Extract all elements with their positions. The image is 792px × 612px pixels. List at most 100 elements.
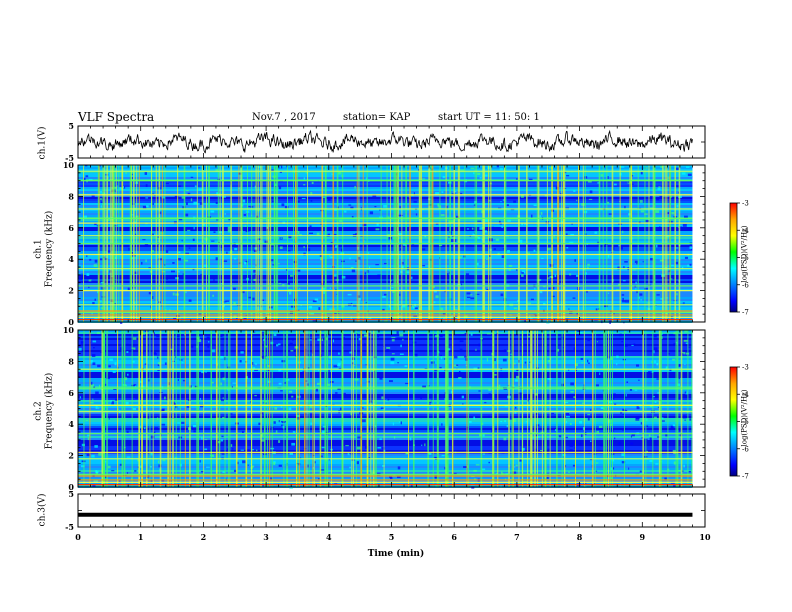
spectrogram-texel <box>383 344 385 347</box>
spectrogram-texel <box>399 333 404 337</box>
spectrogram-texel <box>257 238 262 240</box>
spectrogram-texel <box>186 190 189 192</box>
spectrogram-texel <box>595 462 599 464</box>
spectrogram-texel <box>222 377 226 381</box>
spectrogram-texel <box>685 342 688 345</box>
spectrogram-texel <box>397 214 402 217</box>
spectrogram-texel <box>338 352 340 355</box>
spectrogram-texel <box>204 439 208 441</box>
spectrogram-texel <box>513 362 516 365</box>
spectrogram-texel <box>279 246 283 250</box>
spectrogram-texel <box>441 423 443 426</box>
spectrogram-texel <box>635 263 638 265</box>
spectrogram-texel <box>549 166 553 169</box>
spectrogram-texel <box>253 249 257 253</box>
spectrogram-texel <box>348 204 352 206</box>
spectrogram-texel <box>388 304 391 308</box>
spectrogram-texel <box>120 321 123 324</box>
spectrogram-texel <box>253 288 255 291</box>
spectrogram-texel <box>245 260 249 263</box>
spectrogram-texel <box>261 299 265 301</box>
spectrogram-texel <box>252 297 255 301</box>
spectrogram-texel <box>217 178 221 182</box>
spectrogram-texel <box>413 201 417 203</box>
spectrogram-texel <box>248 228 250 232</box>
spectrogram-texel <box>154 427 158 430</box>
spectrogram-texel <box>638 296 640 299</box>
spectrogram-texel <box>534 393 538 396</box>
spectrogram-row <box>78 261 693 263</box>
y-tick-label: 10 <box>63 160 75 170</box>
spectrogram-texel <box>607 176 609 180</box>
spectrogram-texel <box>169 348 174 351</box>
spectrogram-texel <box>525 420 527 423</box>
spectrogram-row <box>78 394 693 396</box>
spectrogram-texel <box>97 364 101 368</box>
spectrogram-texel <box>678 226 683 228</box>
spectrogram-texel <box>468 386 471 389</box>
spectrogram-texel <box>237 461 239 465</box>
spectrogram-row <box>78 175 693 177</box>
spectrogram-texel <box>355 233 357 236</box>
spectrogram-row <box>78 265 693 267</box>
x-tick-label: 0 <box>75 532 81 542</box>
spectrogram-texel <box>375 228 380 231</box>
spectrogram-texel <box>682 223 687 227</box>
spectrogram-texel <box>481 422 484 425</box>
spectrogram-row <box>78 388 693 390</box>
spectrogram-texel <box>223 260 228 262</box>
spectrogram-texel <box>157 362 161 365</box>
spectrogram-texel <box>264 240 269 244</box>
spectrogram-texel <box>94 445 98 448</box>
spectrogram-texel <box>153 233 156 237</box>
spectrogram-texel <box>339 407 343 411</box>
spectrogram-row <box>78 189 693 191</box>
spectrogram-texel <box>516 178 518 181</box>
spectrogram-texel <box>502 358 507 362</box>
spectrogram-texel <box>309 405 313 409</box>
spectrogram-texel <box>114 256 117 260</box>
spectrogram-texel <box>222 416 225 419</box>
spectrogram-texel <box>289 342 293 345</box>
spectrogram-texel <box>672 424 676 427</box>
spectrogram-texel <box>405 452 408 455</box>
spectrogram-texel <box>110 275 114 277</box>
spectrogram-texel <box>265 344 269 346</box>
spectrogram-texel <box>173 317 177 320</box>
spectrogram-texel <box>518 392 522 395</box>
spectrogram-texel <box>433 456 437 458</box>
spectrogram-texel <box>345 445 349 447</box>
spectrogram-texel <box>477 236 481 240</box>
spectrogram-texel <box>239 360 242 363</box>
spectrogram-texel <box>242 199 246 203</box>
spectrogram-row <box>78 191 693 193</box>
spectrogram-texel <box>247 464 249 466</box>
spectrogram-texel <box>513 200 517 203</box>
spectrogram-texel <box>273 421 276 424</box>
spectrogram-texel <box>230 413 233 415</box>
spectrogram-texel <box>514 411 517 414</box>
spectrogram-texel <box>458 256 462 259</box>
spectrogram-texel <box>355 260 357 262</box>
spectrogram-texel <box>186 405 191 408</box>
spectrogram-texel <box>576 312 580 315</box>
spectrogram-texel <box>621 461 626 464</box>
spectrogram-texel <box>329 287 331 289</box>
spectrogram-texel <box>142 239 146 241</box>
spectrogram-texel <box>498 220 501 223</box>
spectrogram-texel <box>286 282 290 285</box>
spectrogram-texel <box>510 353 512 355</box>
spectrogram-texel <box>216 219 219 221</box>
spectrogram-texel <box>661 420 665 422</box>
spectrogram-texel <box>251 449 255 451</box>
spectrogram-texel <box>150 435 155 439</box>
spectrogram-texel <box>609 320 612 322</box>
spectrogram-texel <box>645 418 648 421</box>
colorbar2-label: log(PSD)(V²/Hz) <box>740 389 749 447</box>
spectrogram-texel <box>504 420 506 423</box>
spectrogram-texel <box>232 287 236 290</box>
spectrogram-texel <box>254 274 257 277</box>
spectrogram-texel <box>512 471 517 475</box>
spectrogram-texel <box>478 343 480 347</box>
spectrogram-texel <box>618 283 621 286</box>
